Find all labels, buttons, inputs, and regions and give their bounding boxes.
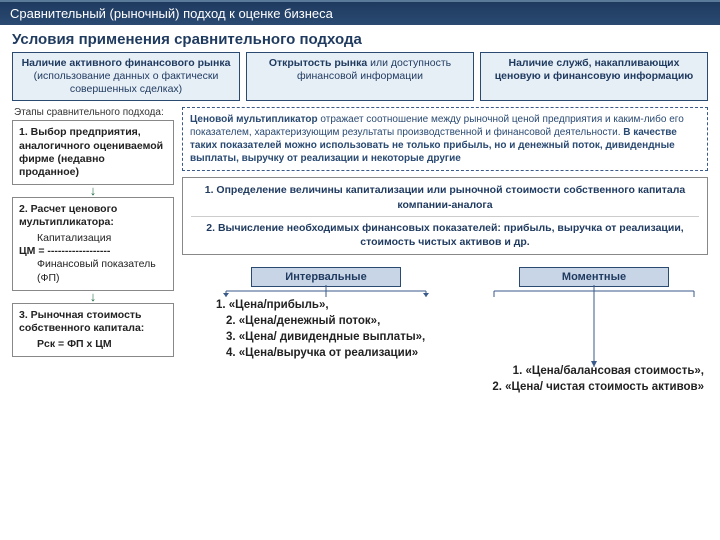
moment-column: Моментные 1. «Цена/балансовая стоимость»… xyxy=(480,267,708,395)
substep-1: 1. Определение величины капитализации ил… xyxy=(191,183,699,211)
conditions-row: Наличие активного финансового рынка (исп… xyxy=(0,52,720,105)
interval-connector xyxy=(212,289,440,291)
substep-2: 2. Вычисление необходимых финансовых пок… xyxy=(191,221,699,249)
multiplier-description: Ценовой мультипликатор отражает соотноше… xyxy=(182,107,708,171)
moment-header: Моментные xyxy=(519,267,669,287)
left-column: Этапы сравнительного подхода: 1. Выбор п… xyxy=(12,107,174,395)
condition-3: Наличие служб, накапливающих ценовую и ф… xyxy=(480,52,708,101)
interval-header: Интервальные xyxy=(251,267,401,287)
condition-2: Открытость рынка или доступность финансо… xyxy=(246,52,474,101)
types-row: Интервальные 1. «Цена/прибыль», 2. «Цена… xyxy=(182,267,708,395)
section-subtitle: Условия применения сравнительного подход… xyxy=(0,25,720,52)
slide-title-bar: Сравнительный (рыночный) подход к оценке… xyxy=(0,0,720,25)
condition-1: Наличие активного финансового рынка (исп… xyxy=(12,52,240,101)
step-2: 2. Расчет ценового мультипликатора: Капи… xyxy=(12,197,174,291)
interval-column: Интервальные 1. «Цена/прибыль», 2. «Цена… xyxy=(212,267,440,395)
main-content: Этапы сравнительного подхода: 1. Выбор п… xyxy=(0,105,720,395)
right-column: Ценовой мультипликатор отражает соотноше… xyxy=(182,107,708,395)
arrow-1: ↓ xyxy=(12,186,174,196)
moment-connector xyxy=(480,289,708,291)
arrow-2: ↓ xyxy=(12,292,174,302)
step-3: 3. Рыночная стоимость собственного капит… xyxy=(12,303,174,357)
sub-steps-box: 1. Определение величины капитализации ил… xyxy=(182,177,708,255)
step-1: 1. Выбор предприятия, аналогичного оцени… xyxy=(12,120,174,185)
stages-label: Этапы сравнительного подхода: xyxy=(12,107,174,120)
slide-title: Сравнительный (рыночный) подход к оценке… xyxy=(10,6,333,21)
